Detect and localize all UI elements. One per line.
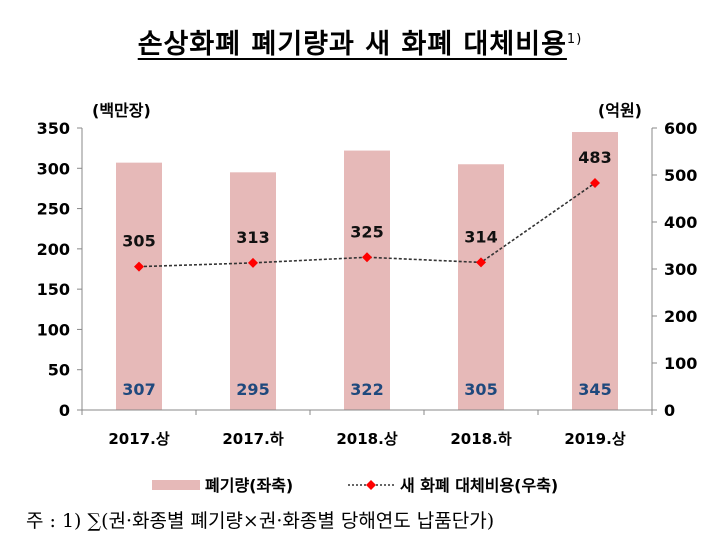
title-text: 손상화폐 폐기량과 새 화폐 대체비용 (137, 29, 567, 60)
line-marker (134, 261, 144, 272)
line-data-label: 313 (236, 228, 269, 247)
cost-line (138, 182, 596, 268)
line-marker (248, 257, 258, 268)
bar-data-label: 345 (578, 380, 611, 399)
legend-bar-swatch (152, 480, 200, 490)
left-tick-label: 0 (59, 401, 70, 420)
line-data-label: 325 (350, 222, 383, 241)
right-axis-label: (억원) (598, 101, 642, 120)
right-tick-label: 200 (664, 307, 697, 326)
left-axis-label: (백만장) (92, 101, 151, 120)
right-tick-label: 0 (664, 401, 675, 420)
bar (116, 162, 162, 410)
line-marker (476, 257, 486, 268)
left-tick-label: 350 (37, 119, 70, 138)
right-tick-label: 300 (664, 260, 697, 279)
left-tick-label: 300 (37, 159, 70, 178)
x-tick-label: 2018.상 (336, 430, 397, 448)
right-tick-label: 500 (664, 166, 697, 185)
left-tick-label: 50 (48, 361, 70, 380)
line-marker (590, 177, 600, 188)
right-tick-label: 100 (664, 354, 697, 373)
chart-title: 손상화폐 폐기량과 새 화폐 대체비용1) (0, 22, 720, 61)
bar-data-label: 307 (122, 380, 155, 399)
line-data-label: 483 (578, 148, 611, 167)
bar-data-label: 295 (236, 380, 269, 399)
left-tick-label: 200 (37, 240, 70, 259)
left-tick-label: 100 (37, 320, 70, 339)
x-tick-label: 2019.상 (564, 430, 625, 448)
bar-data-label: 322 (350, 380, 383, 399)
footnote-mark: 1) (566, 32, 583, 47)
x-tick-label: 2017.상 (108, 430, 169, 448)
footnote: 주 : 1) ∑(권·화종별 폐기량×권·화종별 당해연도 납품단가) (26, 510, 495, 532)
bar (458, 164, 504, 410)
line-data-label: 314 (464, 227, 497, 246)
left-tick-label: 250 (37, 200, 70, 219)
x-tick-label: 2017.하 (222, 430, 283, 448)
bar (572, 132, 618, 410)
bar (344, 150, 390, 410)
right-tick-label: 600 (664, 119, 697, 138)
left-tick-label: 150 (37, 280, 70, 299)
line-data-label: 305 (122, 232, 155, 251)
right-tick-label: 400 (664, 213, 697, 232)
bar-data-label: 305 (464, 380, 497, 399)
line-marker (362, 252, 372, 263)
x-tick-label: 2018.하 (450, 430, 511, 448)
legend-line-marker (366, 480, 376, 490)
bar (230, 172, 276, 410)
legend-line-label: 새 화폐 대체비용(우축) (400, 476, 558, 495)
legend-bar-label: 폐기량(좌축) (205, 476, 293, 495)
